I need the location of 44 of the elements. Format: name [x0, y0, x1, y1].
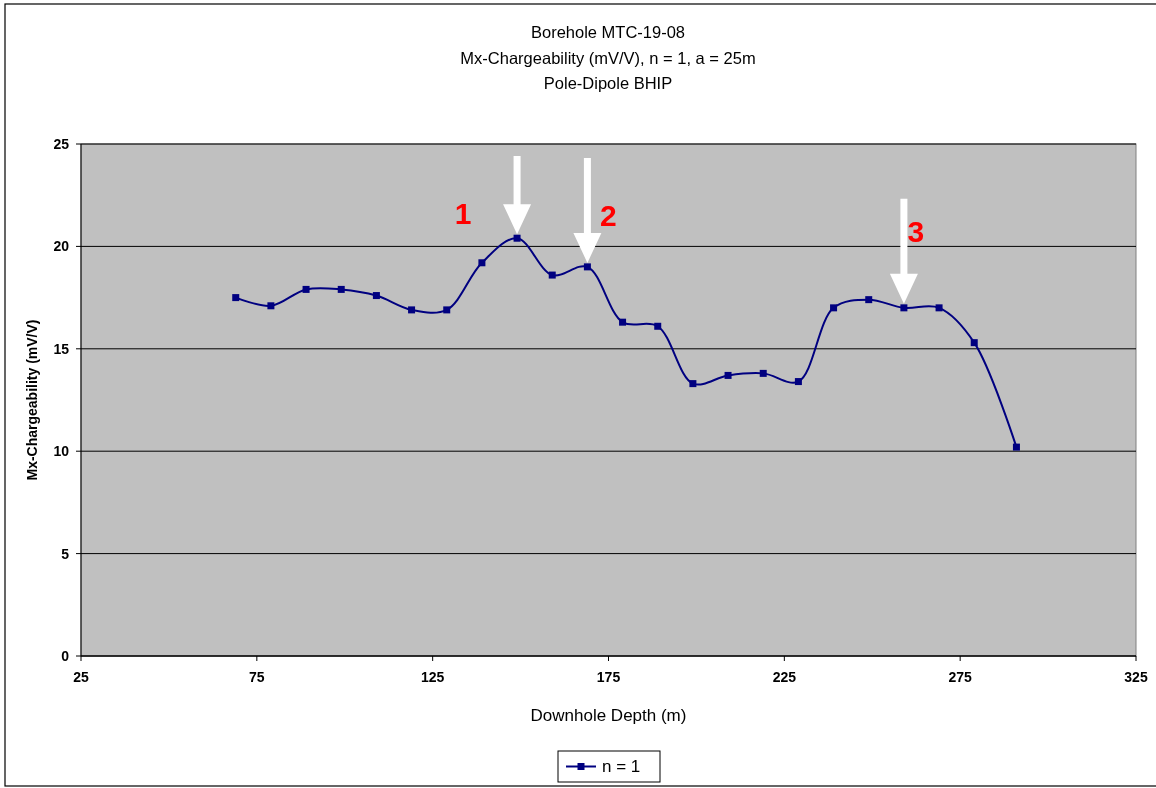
x-tick-label: 175: [596, 669, 621, 685]
point: [337, 285, 345, 293]
y-tick-label: 0: [61, 648, 70, 664]
point: [689, 380, 697, 388]
point: [372, 292, 380, 300]
y-tick-label: 15: [53, 340, 70, 357]
point: [1012, 443, 1020, 451]
point: [794, 378, 802, 386]
x-tick-label: 25: [73, 669, 89, 685]
point: [548, 271, 556, 279]
x-tick-label: 125: [420, 669, 445, 685]
point: [654, 322, 662, 330]
x-tick-label: 75: [249, 669, 265, 685]
point: [900, 304, 908, 312]
point: [267, 302, 275, 310]
chart-title: Borehole MTC-19-08: [530, 23, 686, 41]
point: [232, 294, 240, 302]
y-tick-label: 20: [53, 238, 70, 255]
x-tick-label: 225: [772, 669, 797, 685]
point: [478, 259, 486, 267]
chart-subtitle: Mx-Chargeability (mV/V), n = 1, a = 25m Pole-Dipole BHIP: [460, 48, 756, 92]
annotation: 1: [454, 196, 472, 230]
y-axis-title: Mx-Chargeability (mV/V): [24, 319, 40, 481]
x-axis-title: Downhole Depth (m): [530, 705, 687, 725]
point: [583, 263, 591, 271]
annotation: 2: [600, 199, 617, 233]
annotation: 3: [907, 215, 925, 249]
point: [513, 234, 521, 242]
point: [443, 306, 451, 314]
x-tick-label: 325: [1124, 669, 1148, 685]
point: [619, 318, 627, 326]
point: [970, 339, 978, 347]
legend-label: n = 1: [602, 757, 641, 776]
point: [724, 371, 732, 379]
point: [408, 306, 416, 314]
point: [935, 304, 943, 312]
y-tick-label: 25: [53, 136, 70, 152]
point: [302, 285, 310, 293]
point: [759, 369, 767, 377]
x-tick-label: 275: [948, 669, 973, 685]
point: [830, 304, 838, 312]
point: [865, 296, 873, 304]
y-tick-label: 5: [61, 545, 70, 562]
y-tick-label: 10: [53, 443, 70, 460]
